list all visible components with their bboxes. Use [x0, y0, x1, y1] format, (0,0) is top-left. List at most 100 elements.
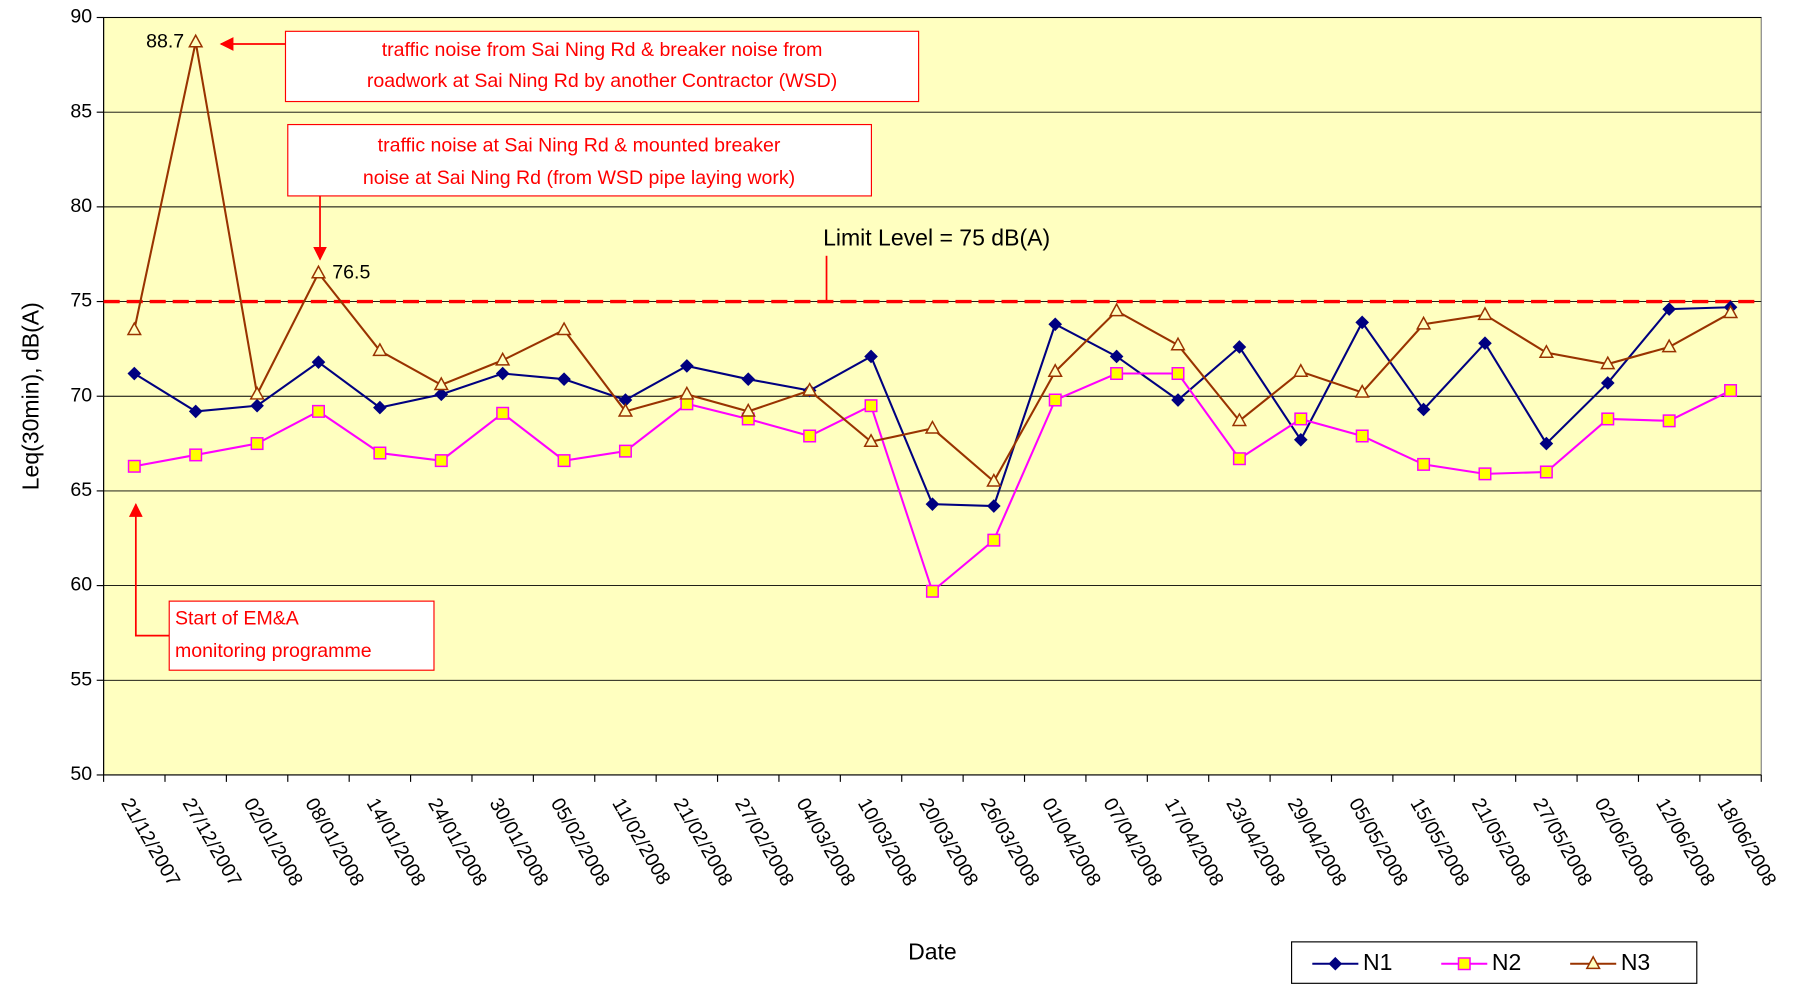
data-point [496, 406, 510, 420]
data-point [802, 382, 818, 396]
data-point [373, 446, 387, 460]
annotation-box [168, 600, 435, 671]
x-tick-label: 04/03/2008 [792, 794, 860, 890]
annotation-text: Start of EM&A [175, 608, 299, 630]
data-point [1110, 367, 1124, 381]
data-point [1724, 384, 1738, 398]
data-point [1661, 338, 1677, 353]
data-point [1417, 457, 1431, 471]
data-point [127, 459, 141, 473]
legend-marker [1328, 956, 1343, 971]
x-tick-label: 20/03/2008 [914, 794, 982, 890]
annotation-text: traffic noise from Sai Ning Rd & breaker… [382, 39, 823, 61]
x-tick-label: 18/06/2008 [1713, 794, 1781, 890]
data-point [433, 376, 449, 391]
legend-label: N2 [1492, 949, 1521, 975]
annotation-text: traffic noise at Sai Ning Rd & mounted b… [378, 135, 781, 157]
data-point [1478, 467, 1492, 481]
data-point [803, 429, 817, 443]
x-axis-label: Date [908, 938, 957, 964]
annotation-box [284, 30, 920, 103]
data-point [249, 385, 265, 400]
data-point [740, 402, 756, 417]
data-point [250, 398, 264, 413]
x-tick-label: 21/12/2007 [116, 794, 184, 890]
data-point [1600, 355, 1616, 370]
data-point [188, 33, 204, 48]
data-point [372, 342, 388, 357]
y-tick-label: 70 [70, 384, 92, 406]
y-axis-label: Leq(30min), dB(A) [17, 302, 43, 490]
x-tick-label: 14/01/2008 [362, 794, 430, 890]
data-point [680, 397, 694, 411]
data-point [925, 497, 940, 511]
data-point [373, 400, 387, 415]
data-point [495, 351, 511, 366]
x-tick-label: 02/01/2008 [239, 794, 307, 890]
data-point [863, 433, 879, 448]
y-tick-label: 60 [70, 574, 92, 596]
data-point [1354, 383, 1370, 398]
data-point [557, 372, 571, 386]
x-tick-label: 21/05/2008 [1467, 794, 1535, 890]
data-point [1415, 315, 1432, 330]
data-point [1662, 302, 1676, 316]
data-point [495, 366, 510, 381]
data-point [679, 385, 695, 400]
x-tick-label: 05/02/2008 [546, 794, 614, 890]
annotation-arrow [128, 503, 170, 637]
data-label: 76.5 [332, 261, 370, 283]
data-point [1109, 349, 1124, 364]
data-point [311, 355, 326, 369]
annotation-text: noise at Sai Ning Rd (from WSD pipe layi… [363, 167, 795, 189]
x-tick-label: 30/01/2008 [485, 794, 553, 890]
x-tick-label: 21/02/2008 [669, 794, 737, 890]
data-point [310, 264, 327, 279]
data-point [741, 372, 756, 386]
x-tick-label: 27/02/2008 [730, 794, 798, 890]
x-tick-label: 12/06/2008 [1651, 794, 1719, 890]
data-point [1538, 344, 1554, 359]
x-tick-label: 17/04/2008 [1160, 794, 1228, 890]
data-point [250, 437, 264, 451]
data-point [1047, 363, 1063, 377]
data-label: 88.7 [146, 30, 184, 52]
legend-marker [1457, 957, 1471, 971]
data-point [189, 448, 203, 462]
data-point [1232, 340, 1247, 354]
data-point [1171, 367, 1185, 381]
data-point [864, 349, 878, 364]
x-tick-label: 27/05/2008 [1528, 794, 1596, 890]
data-point [618, 444, 632, 458]
x-tick-label: 29/04/2008 [1283, 794, 1351, 890]
data-point [987, 533, 1001, 547]
y-tick-label: 85 [70, 100, 92, 122]
data-point [1294, 412, 1308, 426]
annotation-box [287, 123, 872, 197]
x-tick-label: 27/12/2007 [178, 794, 246, 890]
data-point [1231, 412, 1248, 427]
data-point [680, 359, 694, 373]
data-point [188, 404, 203, 419]
data-point [1722, 304, 1739, 319]
x-tick-label: 15/05/2008 [1406, 794, 1474, 890]
legend-label: N3 [1621, 949, 1650, 975]
x-tick-label: 01/04/2008 [1037, 794, 1105, 890]
data-point [1232, 452, 1246, 466]
data-point [1539, 465, 1553, 479]
data-point [434, 454, 448, 468]
data-point [557, 454, 571, 468]
data-point [925, 584, 939, 598]
data-point [311, 404, 325, 418]
data-point [1601, 412, 1615, 426]
annotation-text: monitoring programme [175, 640, 372, 662]
y-tick-label: 55 [70, 668, 92, 690]
y-tick-label: 65 [70, 479, 92, 501]
data-point [1477, 306, 1493, 321]
data-point [1355, 315, 1370, 330]
data-point [1416, 402, 1431, 417]
x-tick-label: 11/02/2008 [607, 794, 674, 889]
data-point [556, 321, 572, 336]
x-tick-label: 23/04/2008 [1221, 794, 1289, 890]
